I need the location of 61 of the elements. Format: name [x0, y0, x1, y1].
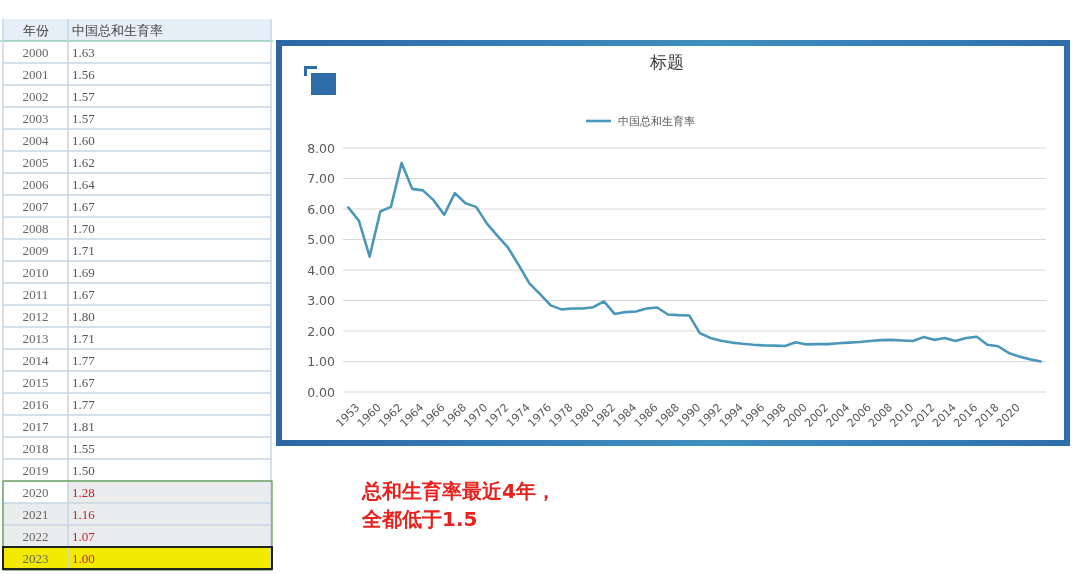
data-label: 1.64 — [72, 177, 96, 192]
y-tick-label: 2009 — [22, 243, 49, 258]
y-tick-label: 2003 — [22, 111, 49, 126]
data-label: 1.71 — [72, 243, 95, 258]
y-tick-label: 2006 — [22, 177, 49, 192]
y-tick-label: 2022 — [22, 529, 49, 544]
y-tick-label: 0.00 — [307, 384, 336, 400]
y-tick-label: 1.00 — [307, 354, 336, 369]
y-tick-label: 2023 — [22, 551, 49, 566]
data-label: 1.62 — [72, 155, 95, 170]
line-series — [347, 161, 1042, 363]
data-label: 1.56 — [72, 67, 96, 82]
y-tick-label: 2008 — [22, 221, 49, 236]
data-label: 1.57 — [72, 89, 96, 104]
data-label: 1.80 — [72, 309, 95, 324]
data-label: 1.81 — [72, 419, 95, 434]
y-tick-label: 2019 — [22, 463, 49, 478]
y-tick-label: 2002 — [22, 89, 49, 104]
y-tick-label: 2013 — [22, 331, 49, 346]
y-tick-label: 2004 — [22, 133, 49, 148]
data-label: 1.69 — [72, 265, 95, 280]
data-label: 1.67 — [72, 199, 96, 214]
data-label: 1.67 — [72, 375, 96, 390]
y-tick-label: 2001 — [22, 67, 49, 82]
data-label: 1.28 — [72, 485, 95, 500]
data-label: 1.70 — [72, 221, 95, 236]
legend-label: 中国总和生育率 — [618, 115, 695, 128]
y-axis-title: 年份 — [22, 23, 49, 38]
y-tick-label: 5.00 — [307, 232, 336, 247]
y-tick-label: 2014 — [22, 353, 49, 368]
y-tick-label: 2018 — [22, 441, 49, 456]
data-label: 1.77 — [72, 397, 96, 412]
data-label: 1.67 — [72, 287, 96, 302]
data-label: 1.57 — [72, 111, 96, 126]
y-tick-label: 2007 — [22, 199, 49, 214]
data-label: 1.07 — [72, 529, 96, 544]
data-label: 1.77 — [72, 353, 96, 368]
data-label: 1.16 — [72, 507, 96, 522]
data-label: 1.00 — [72, 551, 95, 566]
y-tick-label: 8.00 — [307, 140, 336, 156]
y-tick-label: 2020 — [22, 485, 49, 500]
data-label: 1.60 — [72, 133, 95, 148]
y-tick-label: 2011 — [22, 287, 49, 302]
y-tick-label: 2015 — [22, 375, 49, 390]
y-tick-label: 6.00 — [307, 201, 336, 217]
y-tick-label: 2010 — [22, 265, 49, 280]
y-tick-label: 2021 — [22, 507, 49, 522]
data-label: 1.50 — [72, 463, 95, 478]
y-tick-label: 2000 — [22, 45, 49, 60]
y-tick-label: 2017 — [22, 419, 49, 434]
y-tick-label: 2005 — [22, 155, 49, 170]
data-label: 1.71 — [72, 331, 95, 346]
y-tick-label: 7.00 — [307, 171, 336, 186]
text: 总和生育率最近4年，全都低于1.5 — [361, 479, 556, 531]
y-tick-label: 2012 — [22, 309, 49, 324]
y-tick-label: 3.00 — [307, 293, 336, 308]
chart-title: 标题 — [649, 52, 684, 72]
y-tick-label: 2.00 — [307, 323, 336, 339]
data-label: 1.63 — [72, 45, 95, 60]
y-tick-label: 4.00 — [307, 262, 336, 278]
data-label: 1.55 — [72, 441, 95, 456]
